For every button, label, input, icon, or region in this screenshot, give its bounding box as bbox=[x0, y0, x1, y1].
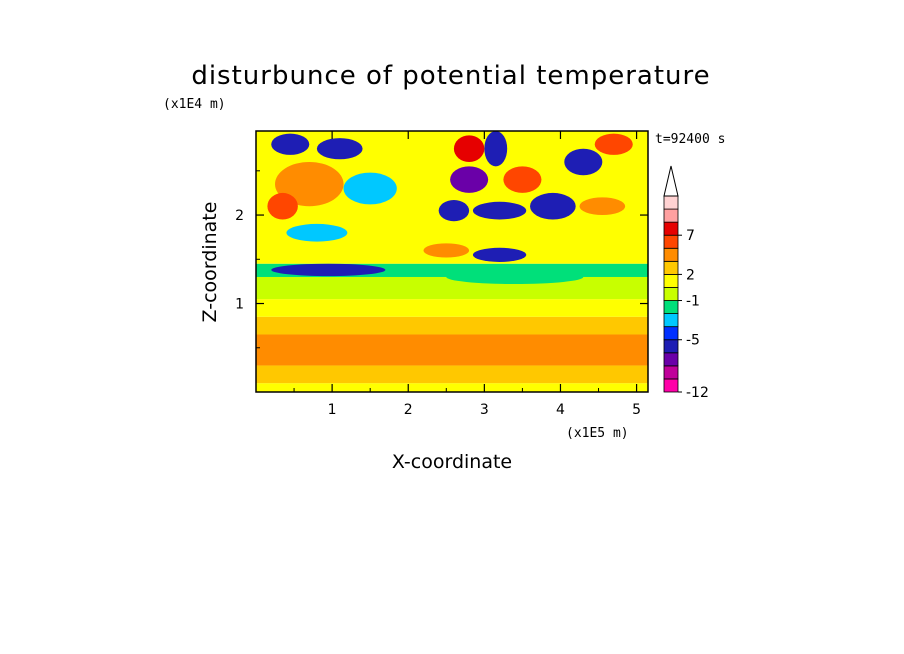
colorbar-level bbox=[663, 300, 679, 314]
colorbar-label: -12 bbox=[686, 385, 709, 401]
plot-frame bbox=[255, 130, 649, 393]
colorbar-level bbox=[663, 273, 679, 288]
x-axis-label: X-coordinate bbox=[392, 451, 512, 473]
colorbar-extend-arrow bbox=[663, 165, 679, 197]
x-tick-label: 2 bbox=[404, 402, 413, 418]
x-tick-label: 5 bbox=[632, 402, 641, 418]
field-anomaly bbox=[453, 135, 485, 162]
field-anomaly bbox=[286, 223, 348, 242]
field-anomaly bbox=[450, 166, 489, 193]
colorbar-level bbox=[663, 208, 679, 223]
colorbar-level bbox=[663, 247, 679, 262]
field-band bbox=[256, 299, 648, 317]
colorbar-level bbox=[663, 378, 679, 393]
field-anomaly bbox=[594, 133, 633, 155]
field-band bbox=[256, 276, 648, 300]
field-anomaly bbox=[271, 263, 386, 277]
field-anomaly bbox=[271, 133, 310, 155]
colorbar-label: 7 bbox=[686, 228, 695, 244]
field-band bbox=[256, 365, 648, 384]
colorbar-label: 2 bbox=[686, 267, 695, 283]
field-anomaly bbox=[423, 243, 470, 258]
colorbar-level bbox=[663, 365, 679, 380]
field-anomaly bbox=[564, 148, 603, 176]
colorbar-label: -5 bbox=[686, 333, 700, 349]
colorbar-level bbox=[663, 326, 679, 341]
field-anomaly bbox=[267, 192, 298, 220]
y-unit-label: (x1E4 m) bbox=[163, 97, 226, 112]
x-tick-label: 4 bbox=[556, 402, 565, 418]
colorbar: 7 2 -1 -5 -12 bbox=[663, 165, 709, 401]
chart-title: disturbunce of potential temperature bbox=[191, 61, 710, 91]
x-axis: 1 2 3 4 5 bbox=[293, 131, 641, 418]
field-anomaly bbox=[530, 192, 576, 220]
field-anomaly bbox=[316, 138, 363, 160]
field-anomaly bbox=[472, 247, 527, 262]
colorbar-label: -1 bbox=[686, 294, 700, 310]
y-tick-label: 2 bbox=[235, 208, 244, 224]
y-axis-label: Z-coordinate bbox=[199, 202, 221, 323]
field-anomaly bbox=[275, 161, 344, 207]
field-anomaly bbox=[472, 201, 527, 220]
field-anomaly bbox=[446, 343, 569, 362]
time-label: t=92400 s bbox=[655, 132, 725, 147]
colorbar-level bbox=[663, 313, 679, 328]
colorbar-level bbox=[663, 339, 679, 354]
field-anomaly bbox=[579, 197, 626, 216]
colorbar-level bbox=[663, 260, 679, 275]
field-band bbox=[256, 316, 648, 335]
colorbar-level bbox=[663, 352, 679, 367]
colorbar-level bbox=[663, 195, 679, 210]
field-anomaly bbox=[446, 269, 584, 285]
field-anomaly bbox=[484, 131, 508, 167]
field-anomaly bbox=[267, 343, 298, 362]
colorbar-level bbox=[663, 287, 679, 301]
x-unit-label: (x1E5 m) bbox=[566, 426, 629, 441]
field-anomaly bbox=[438, 200, 470, 222]
field-band bbox=[256, 383, 648, 392]
x-tick-label: 1 bbox=[328, 402, 337, 418]
heatmap-field bbox=[256, 131, 648, 392]
field-anomaly bbox=[503, 166, 542, 193]
y-axis: 12 bbox=[235, 170, 648, 349]
colorbar-level bbox=[663, 221, 679, 236]
x-tick-label: 3 bbox=[480, 402, 489, 418]
y-tick-label: 1 bbox=[235, 297, 244, 313]
field-anomaly bbox=[343, 172, 397, 205]
colorbar-level bbox=[663, 234, 679, 249]
